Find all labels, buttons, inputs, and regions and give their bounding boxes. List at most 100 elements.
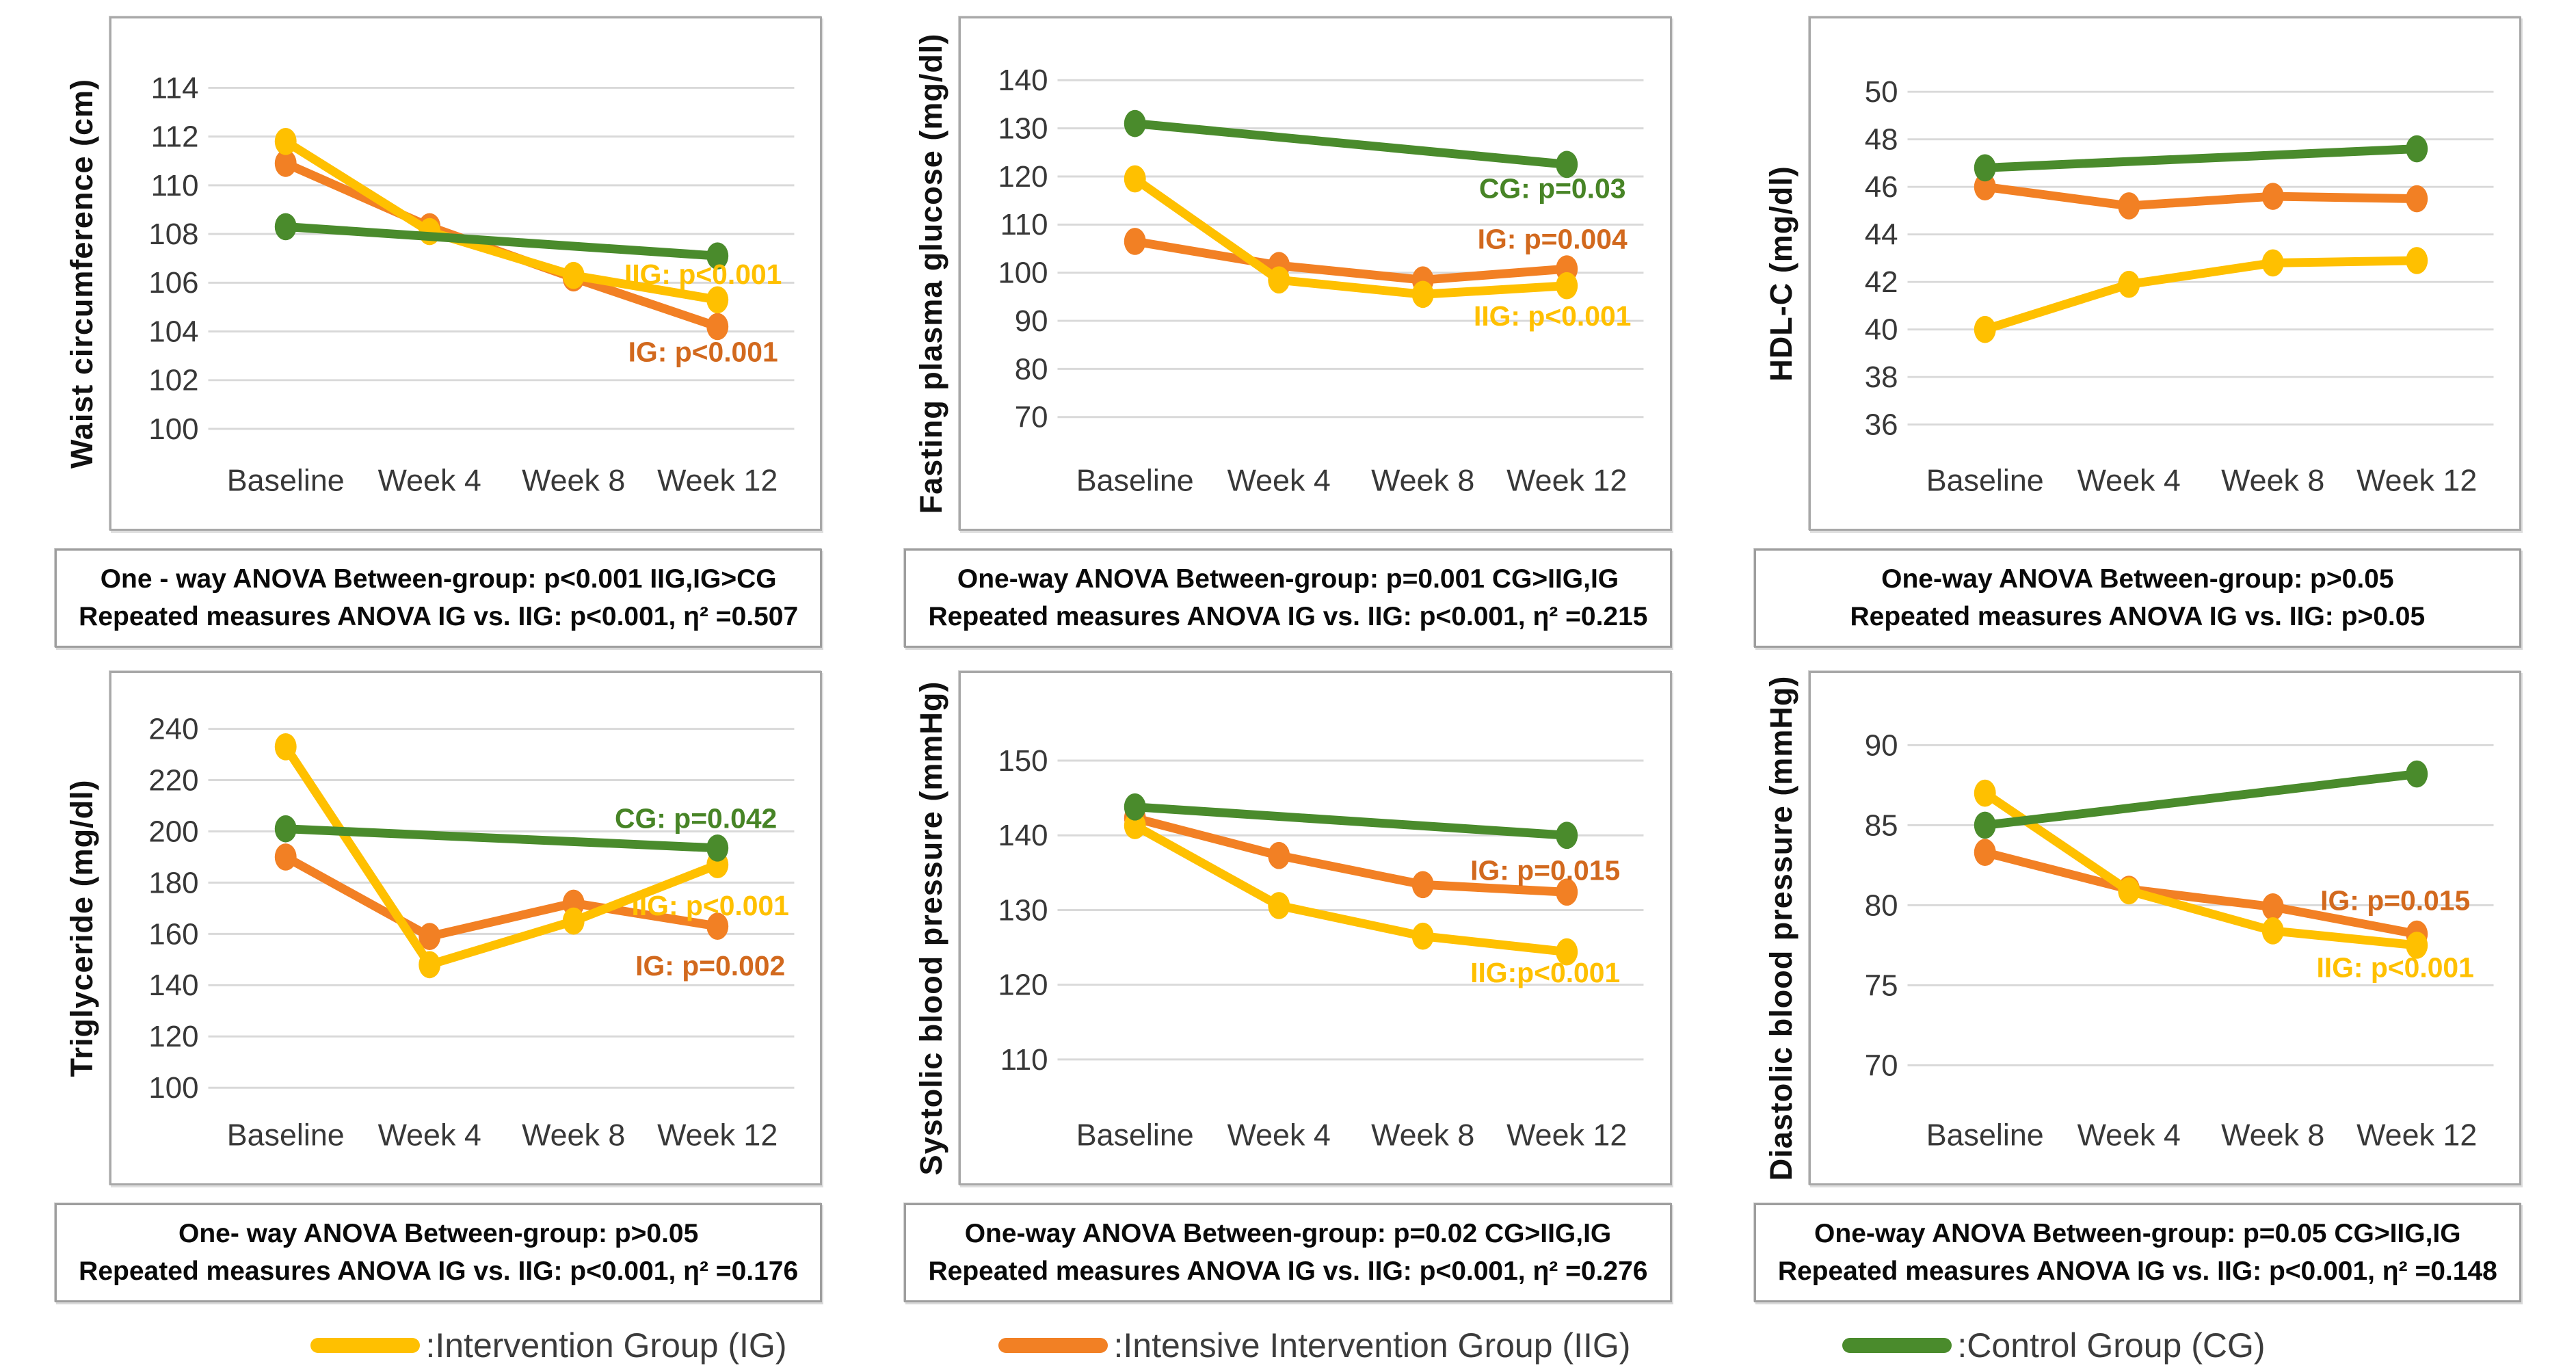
line-chart-canvas-waist: 100 102 104 106 108 110 112 114 Baseline Week 4 We… bbox=[148, 71, 795, 498]
svg-text:120: 120 bbox=[148, 1020, 198, 1053]
y-axis-title-text: Triglyceride (mg/dl) bbox=[64, 779, 99, 1077]
svg-text:IG: p=0.015: IG: p=0.015 bbox=[1470, 854, 1620, 886]
svg-text:130: 130 bbox=[998, 112, 1048, 146]
legend-item-intensive-intervention-group: :Intensive Intervention Group (IIG) bbox=[998, 1326, 1630, 1365]
legend-swatch-cg bbox=[1842, 1337, 1952, 1353]
svg-text:Week 4: Week 4 bbox=[2077, 464, 2180, 498]
chart-card-diastolic-bp: Diastolic blood pressure (mmHg) 70 75 80 85… bbox=[1753, 670, 2521, 1302]
svg-text:220: 220 bbox=[148, 763, 198, 797]
svg-text:Week 4: Week 4 bbox=[1227, 464, 1331, 498]
legend: :Intervention Group (IG) :Intensive Inte… bbox=[0, 1302, 2576, 1365]
svg-text:240: 240 bbox=[148, 712, 198, 746]
plot-area-diastolic: 70 75 80 85 90 Baseline Week 4 Week 8 Week 12 IG:… bbox=[1808, 670, 2521, 1185]
chart-card-hdl-c: HDL-C (mg/dl) 36 38 40 42 44 46 48 50 Baseline We… bbox=[1753, 16, 2521, 648]
legend-label-ig: :Intervention Group (IG) bbox=[425, 1326, 787, 1365]
svg-text:Week 8: Week 8 bbox=[2221, 464, 2324, 498]
y-axis-title-text: HDL-C (mg/dl) bbox=[1763, 166, 1798, 382]
svg-text:Week 4: Week 4 bbox=[2077, 1118, 2180, 1152]
svg-text:IIG: p<0.001: IIG: p<0.001 bbox=[624, 259, 782, 290]
anova-caption-waist: One - way ANOVA Between-group: p<0.001 I… bbox=[55, 549, 823, 648]
svg-text:CG: p=0.042: CG: p=0.042 bbox=[615, 802, 777, 834]
svg-text:IG: p=0.004: IG: p=0.004 bbox=[1478, 223, 1628, 254]
anova-caption-systolic: One-way ANOVA Between-group: p=0.02 CG>I… bbox=[904, 1202, 1672, 1302]
legend-swatch-iig bbox=[998, 1337, 1108, 1353]
svg-text:160: 160 bbox=[148, 917, 198, 951]
caption-line: Repeated measures ANOVA IG vs. IIG: p<0.… bbox=[79, 1257, 799, 1287]
svg-text:Baseline: Baseline bbox=[227, 1118, 345, 1152]
y-axis-title-hdl: HDL-C (mg/dl) bbox=[1754, 16, 1809, 531]
svg-text:IIG: p<0.001: IIG: p<0.001 bbox=[631, 890, 788, 921]
plot-area-triglyceride: 100 120 140 160 180 200 220 240 Baseline Week 4 We… bbox=[109, 670, 823, 1185]
svg-text:90: 90 bbox=[1015, 304, 1048, 338]
svg-text:Week 8: Week 8 bbox=[522, 464, 625, 498]
svg-text:Week 8: Week 8 bbox=[522, 1118, 625, 1152]
line-chart-canvas-triglyceride: 100 120 140 160 180 200 220 240 Baseline Week 4 We… bbox=[148, 712, 795, 1152]
chart-card-triglyceride: Triglyceride (mg/dl) 100 120 140 160 180 200 2… bbox=[55, 670, 823, 1302]
chart-card-fasting-glucose: Fasting plasma glucose (mg/dl) 70 80 90 100… bbox=[904, 16, 1672, 648]
svg-text:90: 90 bbox=[1864, 728, 1898, 762]
svg-text:70: 70 bbox=[1015, 401, 1048, 434]
svg-text:140: 140 bbox=[998, 819, 1048, 852]
svg-text:100: 100 bbox=[148, 412, 198, 446]
caption-line: One-way ANOVA Between-group: p=0.02 CG>I… bbox=[964, 1218, 1612, 1248]
legend-label-iig: :Intensive Intervention Group (IIG) bbox=[1113, 1326, 1631, 1365]
svg-text:85: 85 bbox=[1864, 808, 1898, 842]
svg-text:Week 12: Week 12 bbox=[1506, 1118, 1627, 1152]
svg-text:IG: p<0.001: IG: p<0.001 bbox=[628, 337, 778, 368]
svg-text:108: 108 bbox=[148, 218, 198, 251]
svg-text:Week 4: Week 4 bbox=[378, 1118, 481, 1152]
legend-label-cg: :Control Group (CG) bbox=[1957, 1326, 2266, 1365]
caption-line: Repeated measures ANOVA IG vs. IIG: p<0.… bbox=[1777, 1257, 2497, 1287]
legend-item-control-group: :Control Group (CG) bbox=[1842, 1326, 2266, 1365]
svg-text:120: 120 bbox=[998, 968, 1048, 1001]
svg-text:130: 130 bbox=[998, 893, 1048, 927]
y-axis-title-diastolic: Diastolic blood pressure (mmHg) bbox=[1754, 671, 1809, 1185]
svg-text:44: 44 bbox=[1864, 218, 1898, 252]
anova-caption-hdl: One-way ANOVA Between-group: p>0.05 Repe… bbox=[1753, 549, 2521, 648]
svg-text:IG: p=0.002: IG: p=0.002 bbox=[635, 950, 785, 982]
y-axis-title-triglyceride: Triglyceride (mg/dl) bbox=[55, 671, 109, 1185]
line-chart-canvas-hdl: 36 38 40 42 44 46 48 50 Baseline Week 4 Week 8 Week… bbox=[1864, 75, 2494, 498]
svg-text:Week 8: Week 8 bbox=[1371, 1118, 1474, 1152]
svg-text:Baseline: Baseline bbox=[227, 464, 345, 498]
svg-text:38: 38 bbox=[1864, 360, 1898, 394]
y-axis-title-text: Fasting plasma glucose (mg/dl) bbox=[914, 33, 949, 514]
svg-text:200: 200 bbox=[148, 815, 198, 848]
line-chart-canvas-glucose: 70 80 90 100 110 120 130 140 Baseline Week 4 Week … bbox=[998, 64, 1644, 498]
svg-text:106: 106 bbox=[148, 266, 198, 300]
caption-line: One-way ANOVA Between-group: p=0.05 CG>I… bbox=[1814, 1218, 2461, 1248]
svg-text:112: 112 bbox=[151, 120, 199, 154]
plot-area-glucose: 70 80 90 100 110 120 130 140 Baseline Week 4 Week … bbox=[959, 16, 1672, 531]
y-axis-title-text: Diastolic blood pressure (mmHg) bbox=[1763, 675, 1798, 1181]
anova-caption-triglyceride: One- way ANOVA Between-group: p>0.05 Rep… bbox=[55, 1202, 823, 1302]
anova-caption-diastolic: One-way ANOVA Between-group: p=0.05 CG>I… bbox=[1753, 1202, 2521, 1302]
y-axis-title-systolic: Systolic blood pressure (mmHg) bbox=[904, 671, 959, 1185]
svg-text:70: 70 bbox=[1864, 1049, 1898, 1082]
chart-card-waist-circumference: Waist circumference (cm) 100 102 104 106 108… bbox=[55, 16, 823, 648]
svg-text:46: 46 bbox=[1864, 170, 1898, 204]
svg-text:114: 114 bbox=[151, 71, 199, 105]
svg-text:Baseline: Baseline bbox=[1926, 464, 2043, 498]
y-axis-title-glucose: Fasting plasma glucose (mg/dl) bbox=[904, 16, 959, 531]
plot-area-hdl: 36 38 40 42 44 46 48 50 Baseline Week 4 Week 8 Week… bbox=[1808, 16, 2521, 531]
svg-text:102: 102 bbox=[148, 364, 198, 397]
svg-text:110: 110 bbox=[1000, 1043, 1048, 1077]
y-axis-title-text: Waist circumference (cm) bbox=[64, 78, 99, 469]
svg-text:80: 80 bbox=[1864, 889, 1898, 922]
svg-text:Week 8: Week 8 bbox=[1371, 464, 1474, 498]
svg-text:IIG: p<0.001: IIG: p<0.001 bbox=[2316, 951, 2473, 983]
svg-text:Week 4: Week 4 bbox=[378, 464, 481, 498]
svg-text:Week 12: Week 12 bbox=[2356, 1118, 2477, 1152]
svg-text:110: 110 bbox=[1000, 208, 1048, 241]
legend-item-intervention-group: :Intervention Group (IG) bbox=[310, 1326, 786, 1365]
figure-grid: Waist circumference (cm) 100 102 104 106 108… bbox=[55, 16, 2521, 1302]
caption-line: One-way ANOVA Between-group: p=0.001 CG>… bbox=[957, 564, 1619, 594]
caption-line: One - way ANOVA Between-group: p<0.001 I… bbox=[100, 564, 777, 594]
svg-text:48: 48 bbox=[1864, 123, 1898, 157]
svg-text:120: 120 bbox=[998, 160, 1048, 194]
svg-text:40: 40 bbox=[1864, 313, 1898, 347]
svg-text:Baseline: Baseline bbox=[1076, 464, 1194, 498]
svg-text:Baseline: Baseline bbox=[1926, 1118, 2043, 1152]
svg-text:Week 8: Week 8 bbox=[2221, 1118, 2324, 1152]
svg-text:110: 110 bbox=[151, 169, 199, 202]
